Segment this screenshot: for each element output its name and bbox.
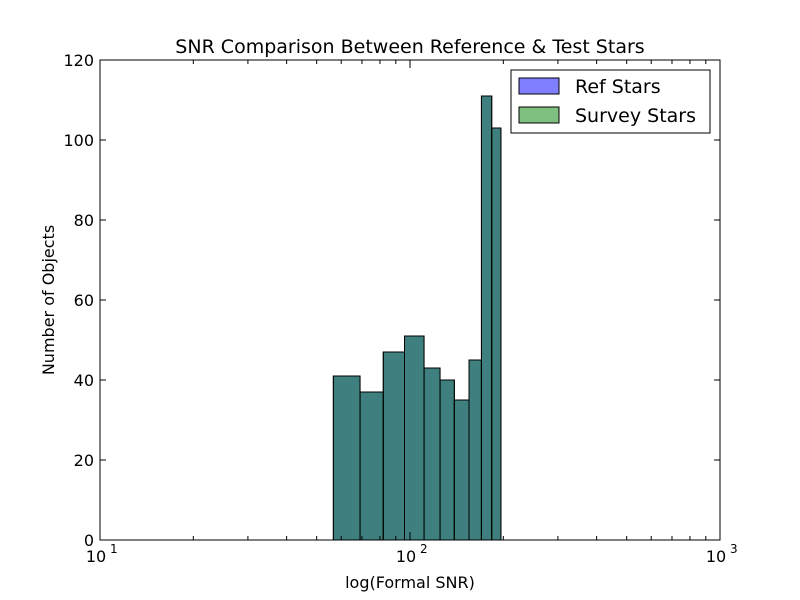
bar-survey-stars-6 bbox=[453, 399, 470, 541]
x-tick-exponent: 2 bbox=[420, 542, 428, 556]
y-tick-label: 60 bbox=[74, 291, 94, 310]
histogram-bars bbox=[332, 95, 502, 541]
x-tick-label: 10 bbox=[86, 547, 106, 566]
y-tick-label: 20 bbox=[74, 451, 94, 470]
x-tick-label: 10 bbox=[396, 547, 416, 566]
y-tick-label: 0 bbox=[84, 531, 94, 550]
bar-survey-stars-8 bbox=[480, 95, 493, 541]
x-axis-label: log(Formal SNR) bbox=[345, 573, 475, 592]
legend-label-survey-stars: Survey Stars bbox=[575, 105, 696, 127]
legend-label-ref-stars: Ref Stars bbox=[575, 76, 661, 98]
y-tick-label: 100 bbox=[63, 131, 94, 150]
bar-survey-stars-4 bbox=[423, 367, 441, 541]
x-tick-label: 10 bbox=[706, 547, 726, 566]
bar-survey-stars-1 bbox=[359, 391, 384, 541]
axis-ticks: 0 20 40 60 80 100 120 10 1 10 2 10 3 bbox=[63, 51, 737, 566]
bar-survey-stars-3 bbox=[404, 335, 425, 541]
x-tick-exponent: 1 bbox=[110, 542, 118, 556]
plot-frame bbox=[99, 59, 721, 541]
legend: Ref Stars Survey Stars bbox=[510, 69, 711, 134]
y-tick-label: 120 bbox=[63, 51, 94, 70]
legend-swatch-ref-stars bbox=[518, 77, 560, 95]
y-tick-label: 80 bbox=[74, 211, 94, 230]
y-axis-label: Number of Objects bbox=[39, 225, 58, 375]
chart-title: SNR Comparison Between Reference & Test … bbox=[175, 36, 644, 58]
x-tick-exponent: 3 bbox=[730, 542, 738, 556]
bar-survey-stars-5 bbox=[439, 379, 455, 541]
bar-survey-stars-2 bbox=[382, 351, 405, 541]
bar-survey-stars-7 bbox=[468, 359, 482, 541]
y-tick-label: 40 bbox=[74, 371, 94, 390]
legend-swatch-survey-stars bbox=[518, 106, 560, 124]
bar-survey-stars-9 bbox=[491, 127, 502, 541]
bar-survey-stars-0 bbox=[332, 375, 361, 541]
